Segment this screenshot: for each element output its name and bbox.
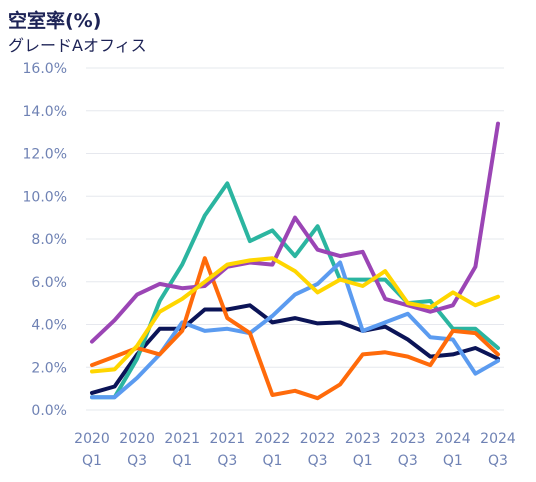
series-line-4 xyxy=(90,256,500,401)
x-tick-label: Q3 xyxy=(217,453,237,469)
y-tick-label: 16.0% xyxy=(23,61,67,77)
y-tick-label: 14.0% xyxy=(23,104,67,120)
x-tick-label: 2022 xyxy=(255,431,291,447)
x-tick-label: 2021 xyxy=(164,431,200,447)
y-tick-label: 0.0% xyxy=(31,403,67,419)
y-tick-label: 10.0% xyxy=(23,189,67,205)
x-tick-label: 2022 xyxy=(300,431,336,447)
y-tick-label: 8.0% xyxy=(31,232,67,248)
x-tick-label: 2024 xyxy=(480,431,516,447)
x-tick-label: 2020 xyxy=(74,431,110,447)
y-tick-label: 6.0% xyxy=(31,275,67,291)
series-line-2 xyxy=(90,181,500,400)
x-tick-label: Q1 xyxy=(262,453,282,469)
x-tick-label: Q1 xyxy=(82,453,102,469)
x-tick-label: 2023 xyxy=(345,431,381,447)
series-line-3 xyxy=(90,260,500,400)
x-tick-label: Q1 xyxy=(353,453,373,469)
x-tick-label: 2020 xyxy=(119,431,155,447)
chart-title: 空室率(%) xyxy=(8,10,102,32)
series-line-6 xyxy=(90,256,500,374)
series-line-1 xyxy=(90,303,500,395)
y-tick-label: 12.0% xyxy=(23,147,67,163)
y-tick-label: 4.0% xyxy=(31,318,67,334)
x-tick-label: 2023 xyxy=(390,431,426,447)
x-tick-label: Q1 xyxy=(172,453,192,469)
x-tick-label: Q3 xyxy=(488,453,508,469)
chart-subtitle: グレードAオフィス xyxy=(8,36,147,55)
x-tick-label: 2024 xyxy=(435,431,471,447)
x-tick-label: Q1 xyxy=(443,453,463,469)
x-tick-label: Q3 xyxy=(308,453,328,469)
y-tick-label: 2.0% xyxy=(31,360,67,376)
x-tick-label: Q3 xyxy=(127,453,147,469)
x-tick-label: 2021 xyxy=(210,431,246,447)
series-line-5 xyxy=(90,121,500,344)
x-tick-label: Q3 xyxy=(398,453,418,469)
